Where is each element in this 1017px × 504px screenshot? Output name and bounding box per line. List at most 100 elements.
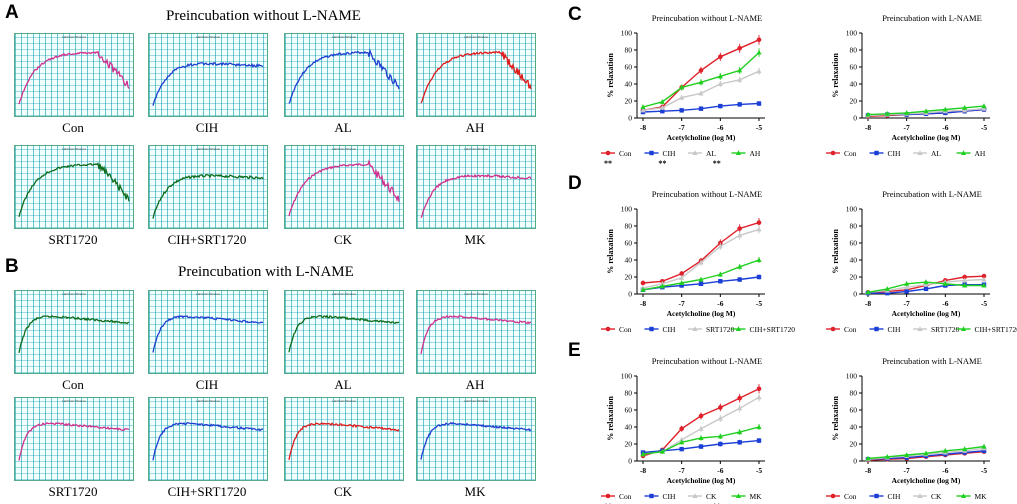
x-tick-label: -6 bbox=[717, 466, 723, 475]
data-point bbox=[904, 289, 909, 294]
data-point bbox=[659, 283, 665, 289]
data-point bbox=[737, 395, 742, 401]
data-point bbox=[756, 226, 762, 232]
y-tick-label: 80 bbox=[625, 222, 633, 231]
legend-label: AL bbox=[706, 149, 716, 158]
legend-label: CK bbox=[931, 492, 942, 501]
trace-label: CIH bbox=[195, 120, 219, 135]
y-tick-label: 0 bbox=[628, 457, 632, 466]
significance-marker: ** bbox=[604, 159, 612, 168]
significance-marker: ** bbox=[713, 502, 721, 504]
x-tick-label: -8 bbox=[640, 123, 646, 132]
data-point bbox=[605, 150, 611, 156]
trace-line bbox=[152, 314, 264, 353]
section-title-a: Preincubation without L-NAME bbox=[166, 8, 361, 24]
y-tick-label: 100 bbox=[846, 29, 858, 38]
y-tick-label: 40 bbox=[850, 423, 858, 432]
y-tick-label: 100 bbox=[846, 372, 858, 381]
data-point bbox=[698, 259, 704, 265]
y-tick-label: 20 bbox=[625, 97, 633, 106]
y-tick-label: 0 bbox=[853, 114, 857, 123]
data-point bbox=[659, 448, 665, 454]
trace-svg bbox=[288, 314, 400, 353]
trace-header: LabChart Window bbox=[332, 399, 356, 403]
data-point bbox=[679, 283, 684, 288]
trace-header: LabChart Window bbox=[196, 147, 220, 151]
y-tick-label: 20 bbox=[625, 440, 633, 449]
chart-title: Preincubation with L-NAME bbox=[882, 189, 982, 199]
y-tick-label: 0 bbox=[853, 457, 857, 466]
data-point bbox=[660, 109, 665, 114]
trace-svg bbox=[288, 159, 400, 217]
data-point bbox=[917, 493, 923, 498]
data-point bbox=[698, 68, 704, 73]
data-point bbox=[756, 274, 762, 280]
data-point bbox=[679, 275, 685, 280]
trace-header: LabChart Window bbox=[464, 35, 488, 39]
chart-title: Preincubation without L-NAME bbox=[652, 13, 762, 23]
data-point bbox=[717, 243, 723, 249]
trace-header: LabChart Window bbox=[464, 399, 488, 403]
data-point bbox=[756, 424, 762, 429]
y-tick-label: 80 bbox=[850, 222, 858, 231]
trace-label: AH bbox=[465, 377, 485, 392]
data-point bbox=[605, 493, 611, 499]
legend-label: AH bbox=[750, 149, 761, 158]
data-point bbox=[942, 281, 948, 286]
legend-label: CIH bbox=[888, 149, 902, 158]
x-tick-label: -6 bbox=[942, 123, 948, 132]
panel-label-c: C bbox=[568, 4, 582, 25]
y-tick-label: 100 bbox=[621, 205, 633, 214]
trace-line bbox=[288, 159, 400, 217]
data-point bbox=[960, 150, 967, 155]
x-axis-label: Acetylcholine (log M) bbox=[892, 133, 961, 142]
trace-svg bbox=[288, 48, 400, 104]
y-tick-label: 60 bbox=[850, 406, 858, 415]
data-point bbox=[737, 102, 742, 107]
significance-marker: ** bbox=[713, 159, 721, 168]
data-point bbox=[737, 67, 743, 73]
trace-line bbox=[288, 314, 400, 353]
y-tick-label: 100 bbox=[621, 372, 633, 381]
chart-title: Preincubation with L-NAME bbox=[882, 356, 982, 366]
trace-header: LabChart Window bbox=[464, 147, 488, 151]
x-tick-label: -6 bbox=[717, 299, 723, 308]
data-point bbox=[962, 282, 968, 288]
legend-label: CIH+SRT1720 bbox=[750, 325, 796, 334]
data-point bbox=[981, 103, 987, 109]
trace-label: MK bbox=[464, 484, 486, 499]
trace-label: AH bbox=[465, 120, 485, 135]
x-axis-label: Acetylcholine (log M) bbox=[667, 133, 736, 142]
y-tick-label: 100 bbox=[846, 205, 858, 214]
trace-plot-a-8: LabChart Window bbox=[416, 145, 536, 229]
data-point bbox=[737, 429, 743, 435]
data-point bbox=[717, 271, 723, 277]
trace-label: Con bbox=[62, 377, 84, 392]
legend-label: CIH bbox=[663, 492, 677, 501]
data-point bbox=[756, 438, 762, 443]
trace-header: LabChart Window bbox=[196, 292, 220, 296]
y-axis-label: % relaxation bbox=[831, 53, 840, 98]
data-point bbox=[756, 37, 762, 43]
trace-header: LabChart Window bbox=[464, 292, 488, 296]
data-point bbox=[830, 326, 836, 332]
data-point bbox=[698, 276, 704, 282]
x-tick-label: -8 bbox=[865, 299, 871, 308]
trace-line bbox=[288, 422, 400, 461]
x-tick-label: -6 bbox=[717, 123, 723, 132]
y-tick-label: 80 bbox=[625, 389, 633, 398]
data-point bbox=[737, 264, 743, 269]
x-tick-label: -5 bbox=[981, 123, 987, 132]
trace-line bbox=[18, 421, 130, 461]
chart-title: Preincubation without L-NAME bbox=[652, 356, 762, 366]
legend-label: CIH+SRT1720 bbox=[975, 325, 1017, 334]
data-point bbox=[942, 106, 948, 112]
data-point bbox=[698, 90, 704, 96]
x-tick-label: -8 bbox=[640, 299, 646, 308]
trace-label: SRT1720 bbox=[48, 232, 98, 247]
legend-label: SRT1720 bbox=[706, 325, 735, 334]
trace-svg bbox=[18, 50, 130, 105]
y-tick-label: 0 bbox=[628, 114, 632, 123]
x-tick-label: -8 bbox=[640, 466, 646, 475]
x-tick-label: -7 bbox=[679, 123, 685, 132]
